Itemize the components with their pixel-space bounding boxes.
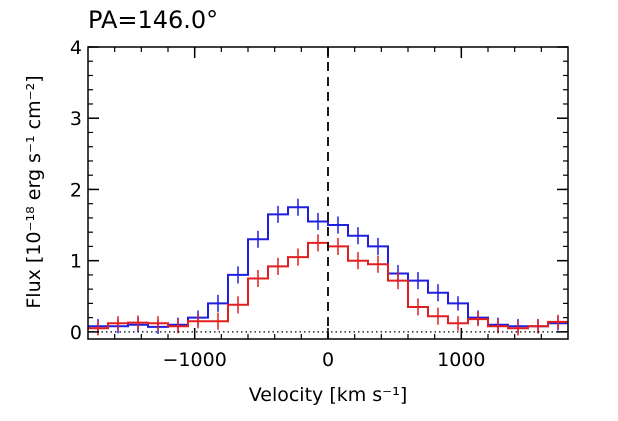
chart-title: PA=146.0° xyxy=(88,6,218,34)
series-1-step-line xyxy=(88,241,568,330)
y-tick-label: 0 xyxy=(70,322,82,344)
y-tick-label: 2 xyxy=(70,179,82,201)
y-tick-label: 1 xyxy=(70,251,82,273)
y-tick-label: 3 xyxy=(70,108,82,130)
y-tick-label: 4 xyxy=(70,37,82,59)
x-tick-label: 1000 xyxy=(437,349,485,371)
plot-area: −1000 0 1000 0 1 2 3 4 xyxy=(70,37,569,371)
x-tick-label: 0 xyxy=(322,349,334,371)
x-axis-label: Velocity [km s⁻¹] xyxy=(249,384,408,406)
y-axis-label: Flux [10⁻¹⁸ erg s⁻¹ cm⁻²] xyxy=(23,75,45,308)
x-tick-label: −1000 xyxy=(163,349,227,371)
